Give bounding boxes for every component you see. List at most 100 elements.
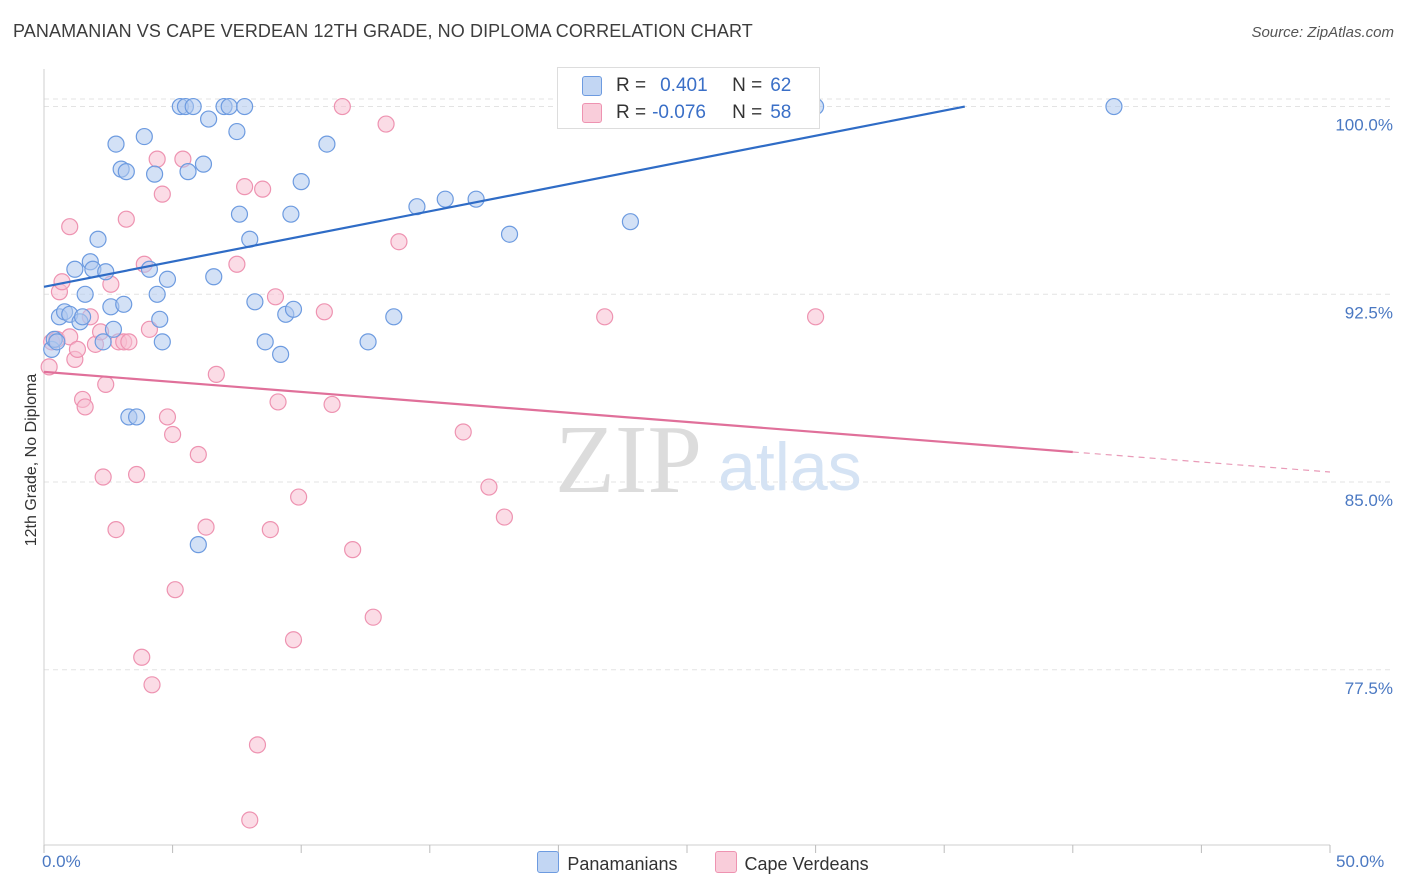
cape-verdean-point (390, 233, 408, 251)
panamanian-point (359, 333, 377, 351)
panamanian-point (228, 122, 246, 141)
legend-label-panamanians: Panamanians (567, 854, 678, 874)
cape-verdean-point (290, 488, 308, 506)
cape-verdean-point (495, 508, 513, 526)
x-tick-label-min: 0.0% (42, 852, 81, 871)
panamanian-point (292, 173, 310, 191)
panamanian-point (282, 205, 300, 223)
stat-row-cape-verdeans: R = -0.076 N = 58 (582, 100, 791, 126)
panamanian-point (318, 135, 336, 153)
cape-verdean-point (197, 518, 215, 536)
cape-verdean-point (454, 423, 472, 441)
watermark-atlas: atlas (718, 429, 862, 505)
trend-lines (43, 105, 1331, 473)
panamanian-point (385, 308, 403, 326)
panamanian-point (94, 333, 112, 351)
cape-verdean-point (228, 255, 246, 273)
cape-verdean-point (127, 465, 146, 484)
y-tick-label: 100.0% (1335, 116, 1393, 135)
panamanian-point (246, 293, 264, 311)
cape-verdean-point (148, 150, 166, 168)
cape-verdean-point (377, 115, 395, 133)
legend-item-panamanians[interactable]: Panamanians (537, 851, 677, 875)
y-tick-labels: 77.5% 85.0% 92.5% 100.0% (1335, 116, 1393, 698)
panamanian-point (76, 285, 94, 303)
series-legend: Panamanians Cape Verdeans (0, 851, 1406, 875)
panamanian-point (284, 300, 303, 318)
cape-verdean-point (140, 320, 159, 338)
legend-item-cape-verdeans[interactable]: Cape Verdeans (714, 851, 869, 875)
cape-verdean-point (153, 185, 171, 203)
stat-row-panamanians: R = 0.401 N = 62 (582, 73, 791, 99)
panamanian-point (500, 225, 519, 243)
panamanian-point (48, 333, 66, 351)
y-tick-label: 92.5% (1345, 303, 1393, 322)
cape-verdean-point (364, 608, 382, 626)
watermark-zip: ZIP (555, 406, 702, 514)
r-value-pink: -0.076 (652, 102, 706, 123)
panamanian-point (89, 230, 107, 248)
panamanian-point (104, 320, 123, 338)
cape-verdean-point (269, 393, 287, 411)
panamanian-point (179, 163, 197, 181)
panamanian-point (205, 268, 223, 286)
panamanian-point (115, 295, 133, 313)
panamanian-point (97, 263, 115, 281)
panamanian-trend-line (43, 105, 965, 288)
panamanian-point (135, 127, 153, 146)
cape-verdean-point (323, 395, 341, 414)
cape-verdean-point (158, 408, 177, 426)
legend-swatch-pink (714, 851, 737, 873)
cape-verdean-point (261, 520, 279, 539)
cape-verdean-point (596, 308, 614, 326)
panamanian-point (127, 408, 146, 426)
cape-verdean-point (61, 218, 79, 236)
cape-verdean-point (333, 97, 351, 116)
cape-verdean-point (207, 365, 225, 383)
panamanian-point (184, 97, 202, 116)
y-axis-label: 12th Grade, No Diploma (23, 373, 40, 547)
axes (43, 69, 1331, 853)
cape-verdean-point (94, 468, 112, 486)
cape-verdean-point (68, 340, 87, 358)
source-label: Source: ZipAtlas.com (1251, 24, 1394, 41)
panamanian-point (200, 110, 218, 128)
cape-verdean-point (166, 581, 184, 599)
cape-verdean-point (164, 425, 182, 444)
panamanian-point (236, 97, 254, 116)
cape-verdean-point (315, 303, 333, 321)
watermark: ZIP atlas (555, 406, 862, 514)
panamanian-point (153, 333, 171, 351)
cape-verdean-trend-extension (1072, 451, 1331, 473)
panamanian-point (621, 213, 640, 231)
cape-verdean-point (120, 333, 138, 351)
panamanian-point (256, 333, 274, 351)
panamanian-point (73, 308, 92, 326)
r-value-blue: 0.401 (660, 75, 708, 96)
cape-verdean-point (344, 541, 362, 559)
panamanian-point (272, 345, 290, 363)
chart-title: PANAMANIAN VS CAPE VERDEAN 12TH GRADE, N… (13, 21, 753, 41)
n-label: N = (732, 102, 763, 123)
panamanian-point (151, 310, 169, 328)
cape-verdean-point (76, 398, 94, 416)
cape-verdean-point (284, 631, 303, 649)
panamanian-point (107, 135, 125, 153)
cape-verdean-point (117, 210, 135, 228)
panamanian-point (1105, 97, 1123, 116)
n-value-pink: 58 (770, 102, 792, 123)
panamanian-point (66, 260, 84, 278)
panamanian-point (230, 205, 249, 223)
panamanian-point (467, 190, 485, 208)
r-label: R = (616, 102, 647, 123)
panamanian-point (148, 285, 166, 303)
cape-verdean-point (236, 178, 254, 196)
cape-verdean-point (241, 811, 259, 829)
blue-swatch (582, 76, 602, 96)
cape-verdean-point (143, 676, 161, 694)
cape-verdean-point (248, 736, 267, 754)
cape-verdean-point (254, 180, 272, 198)
correlation-legend: R = 0.401 N = 62 R = -0.076 N = 58 (557, 67, 820, 129)
panamanian-point (145, 165, 164, 183)
panamanian-point (220, 97, 238, 116)
